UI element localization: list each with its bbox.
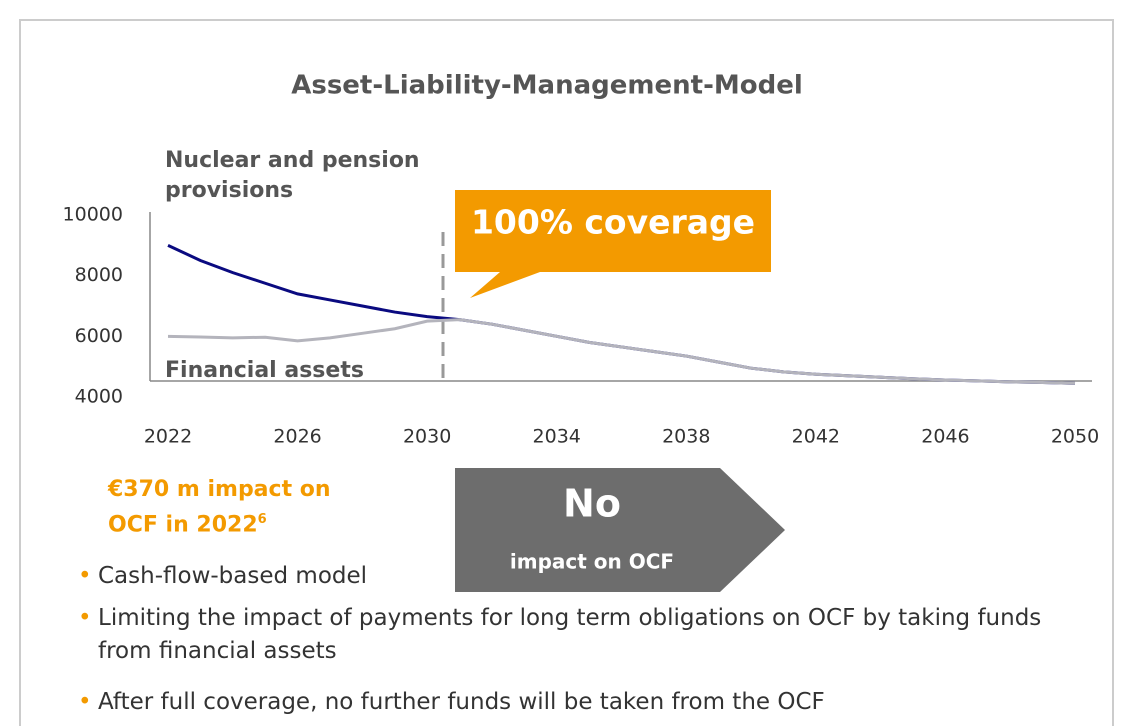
impact-note: €370 m impact on OCF in 20226 — [108, 475, 338, 540]
no-impact-big: No — [563, 482, 621, 526]
x-tick-label: 2042 — [792, 426, 840, 448]
chart-title: Asset-Liability-Management-Model — [291, 71, 803, 101]
impact-text: €370 m impact on OCF in 2022 — [108, 477, 331, 538]
coverage-callout — [455, 190, 771, 298]
x-tick-label: 2046 — [921, 426, 969, 448]
x-tick-label: 2038 — [662, 426, 710, 448]
x-tick-label: 2050 — [1051, 426, 1099, 448]
series-line — [167, 318, 1076, 385]
bullet: After full coverage, no further funds wi… — [78, 686, 1098, 719]
bullet: Cash-flow-based model — [78, 560, 1098, 593]
y-tick-label: 4000 — [75, 386, 123, 408]
series-label: Financial assets — [165, 358, 364, 383]
bullet: Limiting the impact of payments for long… — [78, 602, 1098, 668]
coverage-text: 100% coverage — [471, 203, 755, 242]
x-tick-label: 2022 — [144, 426, 192, 448]
y-tick-label: 10000 — [63, 204, 123, 226]
x-tick-label: 2026 — [273, 426, 321, 448]
y-tick-label: 8000 — [75, 264, 123, 286]
x-tick-label: 2030 — [403, 426, 451, 448]
series-label: Nuclear and pension provisions — [165, 148, 420, 203]
frame — [19, 19, 1114, 726]
y-tick-label: 6000 — [75, 325, 123, 347]
x-tick-label: 2034 — [533, 426, 581, 448]
footnote: 6 — [257, 512, 267, 527]
